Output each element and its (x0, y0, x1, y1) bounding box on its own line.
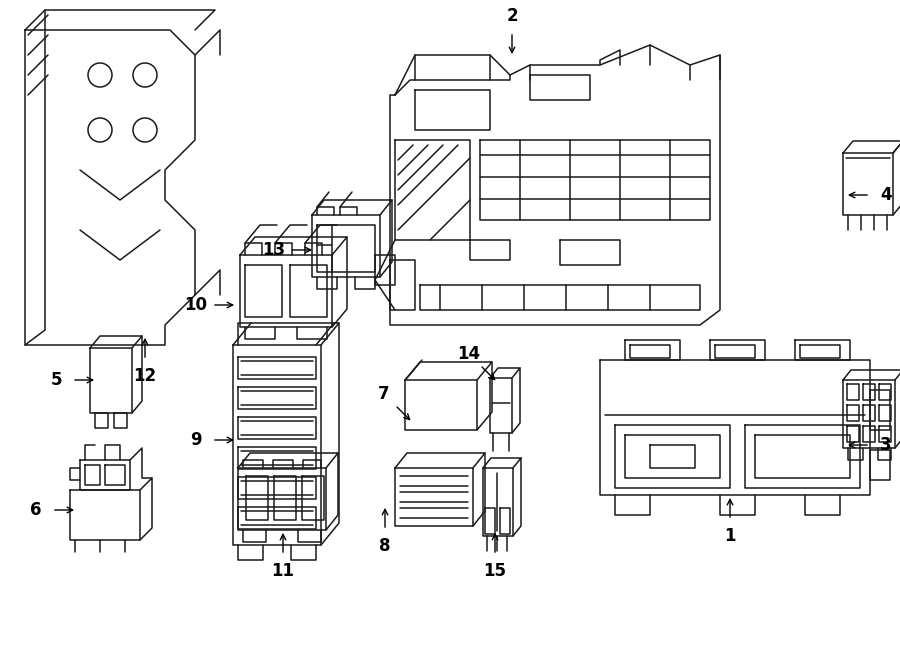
Text: 10: 10 (184, 296, 208, 314)
Text: 2: 2 (506, 7, 518, 25)
Text: 9: 9 (190, 431, 202, 449)
Text: 11: 11 (272, 562, 294, 580)
Text: 6: 6 (31, 501, 41, 519)
Text: 7: 7 (378, 385, 390, 403)
Text: 5: 5 (50, 371, 62, 389)
Text: 13: 13 (263, 241, 285, 259)
Text: 8: 8 (379, 537, 391, 555)
Text: 12: 12 (133, 367, 157, 385)
Text: 15: 15 (483, 562, 507, 580)
Text: 4: 4 (880, 186, 892, 204)
Text: 3: 3 (880, 436, 892, 454)
Text: 14: 14 (457, 344, 481, 363)
Text: 1: 1 (724, 527, 736, 545)
